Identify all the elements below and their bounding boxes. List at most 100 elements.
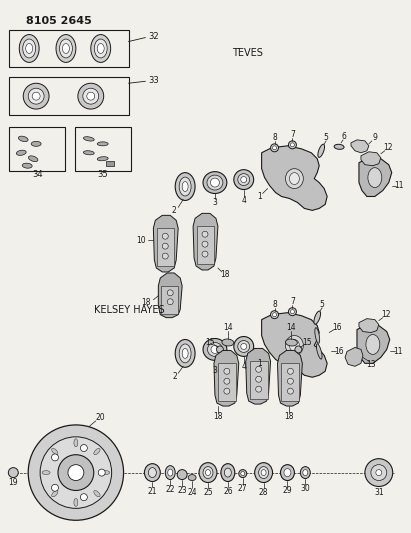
Ellipse shape [272, 313, 277, 317]
Circle shape [224, 378, 230, 384]
Ellipse shape [23, 83, 49, 109]
Text: 16: 16 [334, 347, 344, 356]
Ellipse shape [316, 344, 322, 359]
Ellipse shape [94, 39, 107, 58]
Ellipse shape [182, 182, 188, 191]
Text: 18: 18 [141, 298, 150, 307]
Ellipse shape [144, 464, 160, 481]
Text: 4: 4 [241, 196, 246, 205]
Circle shape [51, 454, 58, 461]
Text: 6: 6 [342, 132, 346, 141]
Ellipse shape [28, 156, 38, 161]
Ellipse shape [280, 465, 294, 481]
Ellipse shape [255, 463, 272, 482]
Ellipse shape [97, 157, 108, 161]
Ellipse shape [188, 474, 196, 481]
Text: 11: 11 [394, 181, 404, 190]
Circle shape [256, 386, 262, 392]
Ellipse shape [23, 39, 36, 58]
Ellipse shape [291, 143, 294, 147]
Circle shape [376, 470, 382, 475]
Text: 12: 12 [383, 143, 393, 152]
Circle shape [224, 388, 230, 394]
Bar [282, 364, 299, 401]
Ellipse shape [22, 163, 32, 168]
Circle shape [202, 231, 208, 237]
Bar [75, 127, 131, 171]
Ellipse shape [60, 39, 72, 58]
Circle shape [365, 459, 393, 487]
Ellipse shape [83, 151, 94, 155]
Ellipse shape [31, 141, 41, 147]
Circle shape [58, 455, 94, 490]
Text: 15: 15 [302, 338, 312, 347]
Polygon shape [153, 215, 178, 272]
Text: 10: 10 [136, 236, 145, 245]
Text: 18: 18 [220, 270, 230, 279]
Text: 3: 3 [212, 366, 217, 375]
Ellipse shape [168, 469, 173, 476]
Ellipse shape [261, 470, 266, 475]
Ellipse shape [241, 176, 247, 183]
Text: 23: 23 [177, 486, 187, 495]
Bar [161, 286, 178, 314]
Ellipse shape [94, 490, 100, 497]
Polygon shape [214, 350, 239, 406]
Ellipse shape [315, 328, 320, 343]
Ellipse shape [32, 92, 40, 100]
Ellipse shape [289, 308, 296, 316]
Circle shape [224, 368, 230, 374]
Text: 28: 28 [259, 488, 268, 497]
Bar [157, 228, 174, 266]
Text: 31: 31 [374, 488, 383, 497]
Ellipse shape [286, 339, 298, 346]
Ellipse shape [74, 498, 78, 506]
Ellipse shape [241, 472, 245, 475]
Text: 24: 24 [187, 488, 197, 497]
Ellipse shape [26, 44, 33, 53]
Text: 3: 3 [212, 198, 217, 207]
Ellipse shape [314, 311, 321, 324]
Text: 1: 1 [257, 359, 262, 368]
Ellipse shape [270, 311, 279, 319]
Polygon shape [357, 325, 390, 364]
Polygon shape [277, 350, 302, 406]
Ellipse shape [28, 88, 44, 104]
Bar [197, 227, 214, 264]
Circle shape [8, 467, 18, 478]
Circle shape [81, 494, 88, 500]
Ellipse shape [182, 349, 188, 358]
Ellipse shape [203, 338, 227, 360]
Text: 20: 20 [96, 414, 106, 423]
Ellipse shape [286, 168, 303, 189]
Text: 35: 35 [97, 170, 108, 179]
Ellipse shape [286, 336, 303, 356]
Ellipse shape [211, 345, 219, 353]
Ellipse shape [318, 144, 325, 157]
Circle shape [256, 366, 262, 372]
Ellipse shape [208, 343, 222, 357]
Ellipse shape [56, 35, 76, 62]
Text: 1: 1 [257, 192, 262, 201]
Circle shape [98, 469, 105, 476]
Circle shape [51, 484, 58, 491]
Bar [9, 127, 65, 171]
Ellipse shape [97, 142, 108, 146]
Ellipse shape [224, 468, 231, 477]
Ellipse shape [83, 136, 94, 141]
Ellipse shape [238, 174, 250, 185]
Ellipse shape [83, 88, 99, 104]
Bar [218, 364, 236, 401]
Circle shape [28, 425, 124, 520]
Polygon shape [361, 152, 381, 166]
Text: 5: 5 [324, 133, 329, 142]
Ellipse shape [19, 35, 39, 62]
Circle shape [202, 241, 208, 247]
Polygon shape [351, 140, 369, 153]
Text: 22: 22 [166, 485, 175, 494]
Bar [106, 161, 113, 166]
Ellipse shape [221, 464, 235, 481]
Polygon shape [359, 158, 392, 197]
Text: 30: 30 [300, 484, 310, 493]
Text: 11: 11 [393, 347, 402, 356]
